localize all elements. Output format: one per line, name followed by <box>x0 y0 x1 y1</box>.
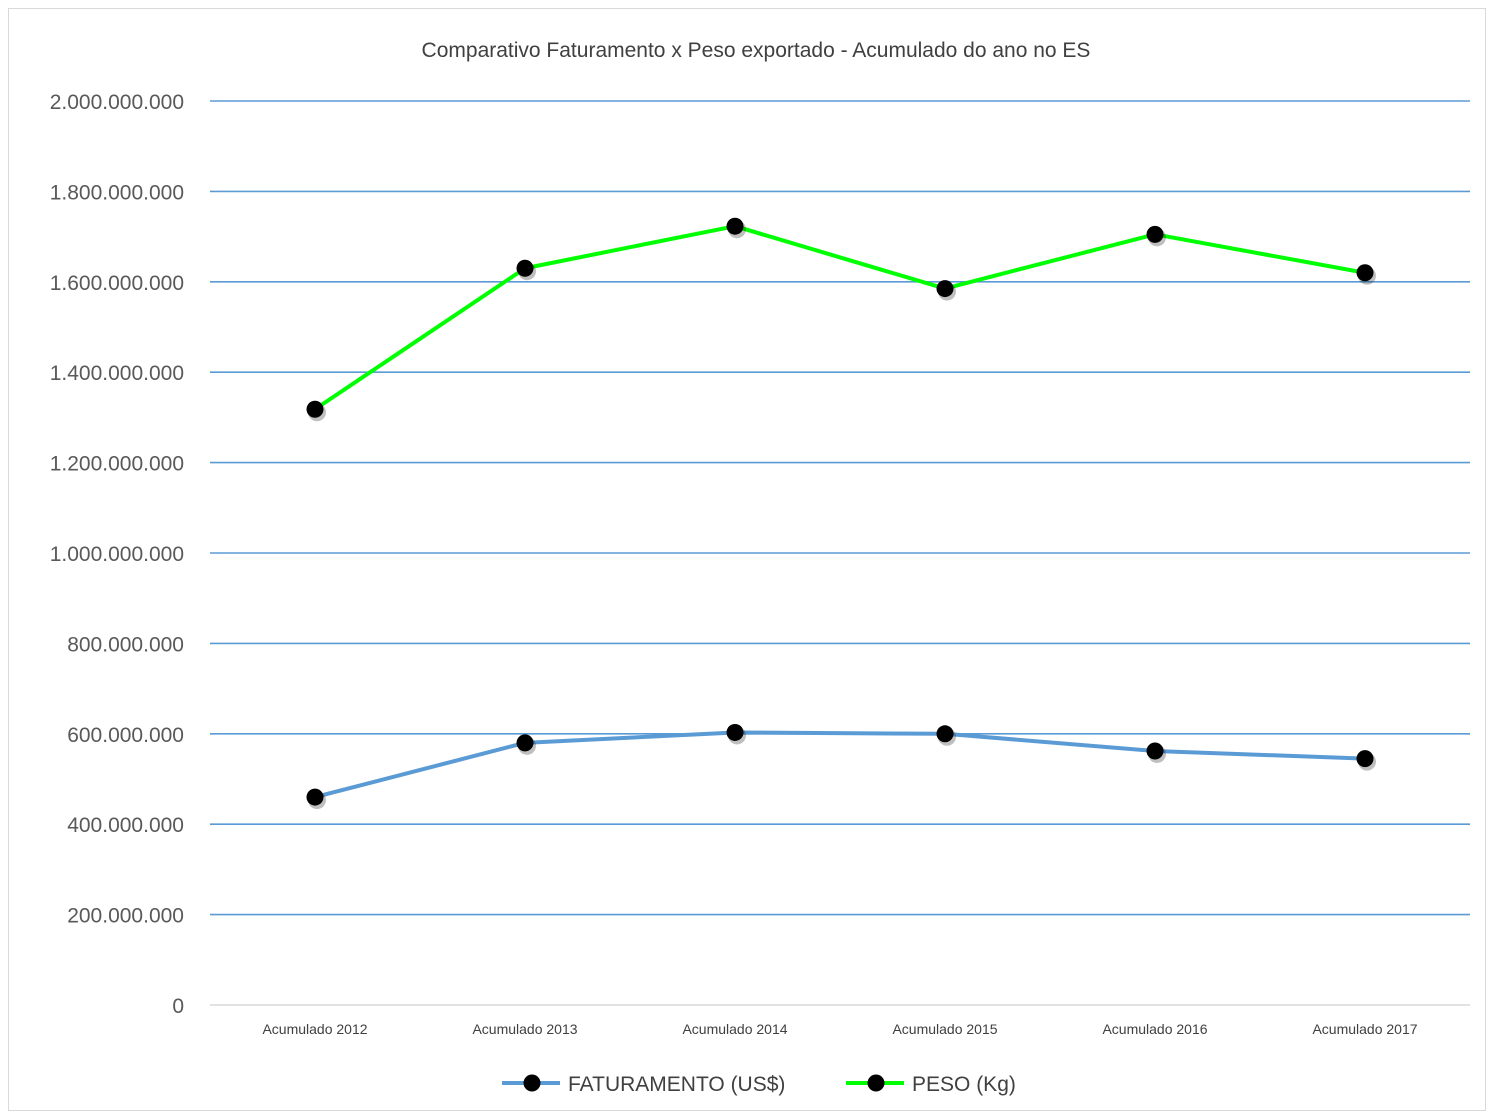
data-point <box>726 723 744 741</box>
series-line-faturamento <box>313 730 1367 800</box>
x-tick-label: Acumulado 2017 <box>1312 1021 1417 1037</box>
data-point <box>306 788 324 806</box>
legend-label: PESO (Kg) <box>912 1073 1016 1096</box>
y-tick-label: 2.000.000.000 <box>50 91 184 114</box>
x-tick-label: Acumulado 2012 <box>262 1021 367 1037</box>
x-tick-label: Acumulado 2015 <box>892 1021 997 1037</box>
data-point <box>936 280 954 298</box>
data-point <box>1146 225 1164 243</box>
data-point <box>1356 750 1374 768</box>
data-point <box>516 259 534 277</box>
data-point <box>936 725 954 743</box>
series-lines <box>306 217 1376 810</box>
y-tick-label: 1.400.000.000 <box>50 362 184 385</box>
x-tick-label: Acumulado 2013 <box>472 1021 577 1037</box>
y-tick-label: 1.000.000.000 <box>50 543 184 566</box>
legend: FATURAMENTO (US$) PESO (Kg) <box>502 1073 1016 1096</box>
y-tick-label: 800.000.000 <box>67 633 184 656</box>
y-tick-label: 200.000.000 <box>67 905 184 928</box>
y-tick-label: 1.600.000.000 <box>50 272 184 295</box>
series-line-peso <box>313 224 1367 412</box>
data-point <box>726 217 744 235</box>
y-tick-label: 400.000.000 <box>67 814 184 837</box>
x-tick-label: Acumulado 2014 <box>682 1021 787 1037</box>
data-point <box>516 734 534 752</box>
x-tick-label: Acumulado 2016 <box>1102 1021 1207 1037</box>
gridlines <box>210 100 1470 1006</box>
data-point <box>1146 742 1164 760</box>
chart-title: Comparativo Faturamento x Peso exportado… <box>422 39 1091 62</box>
legend-label: FATURAMENTO (US$) <box>568 1073 785 1096</box>
x-axis-ticks: Acumulado 2012 Acumulado 2013 Acumulado 20… <box>262 1021 1417 1037</box>
y-tick-label: 1.200.000.000 <box>50 453 184 476</box>
y-axis-ticks: 0 200.000.000 400.000.000 600.000.000 800.00… <box>50 91 184 1018</box>
legend-marker <box>523 1074 541 1092</box>
y-tick-label: 600.000.000 <box>67 724 184 747</box>
legend-marker <box>867 1074 885 1092</box>
y-tick-label: 1.800.000.000 <box>50 181 184 204</box>
data-point <box>1356 264 1374 282</box>
y-tick-label: 0 <box>172 995 184 1018</box>
data-point <box>306 400 324 418</box>
